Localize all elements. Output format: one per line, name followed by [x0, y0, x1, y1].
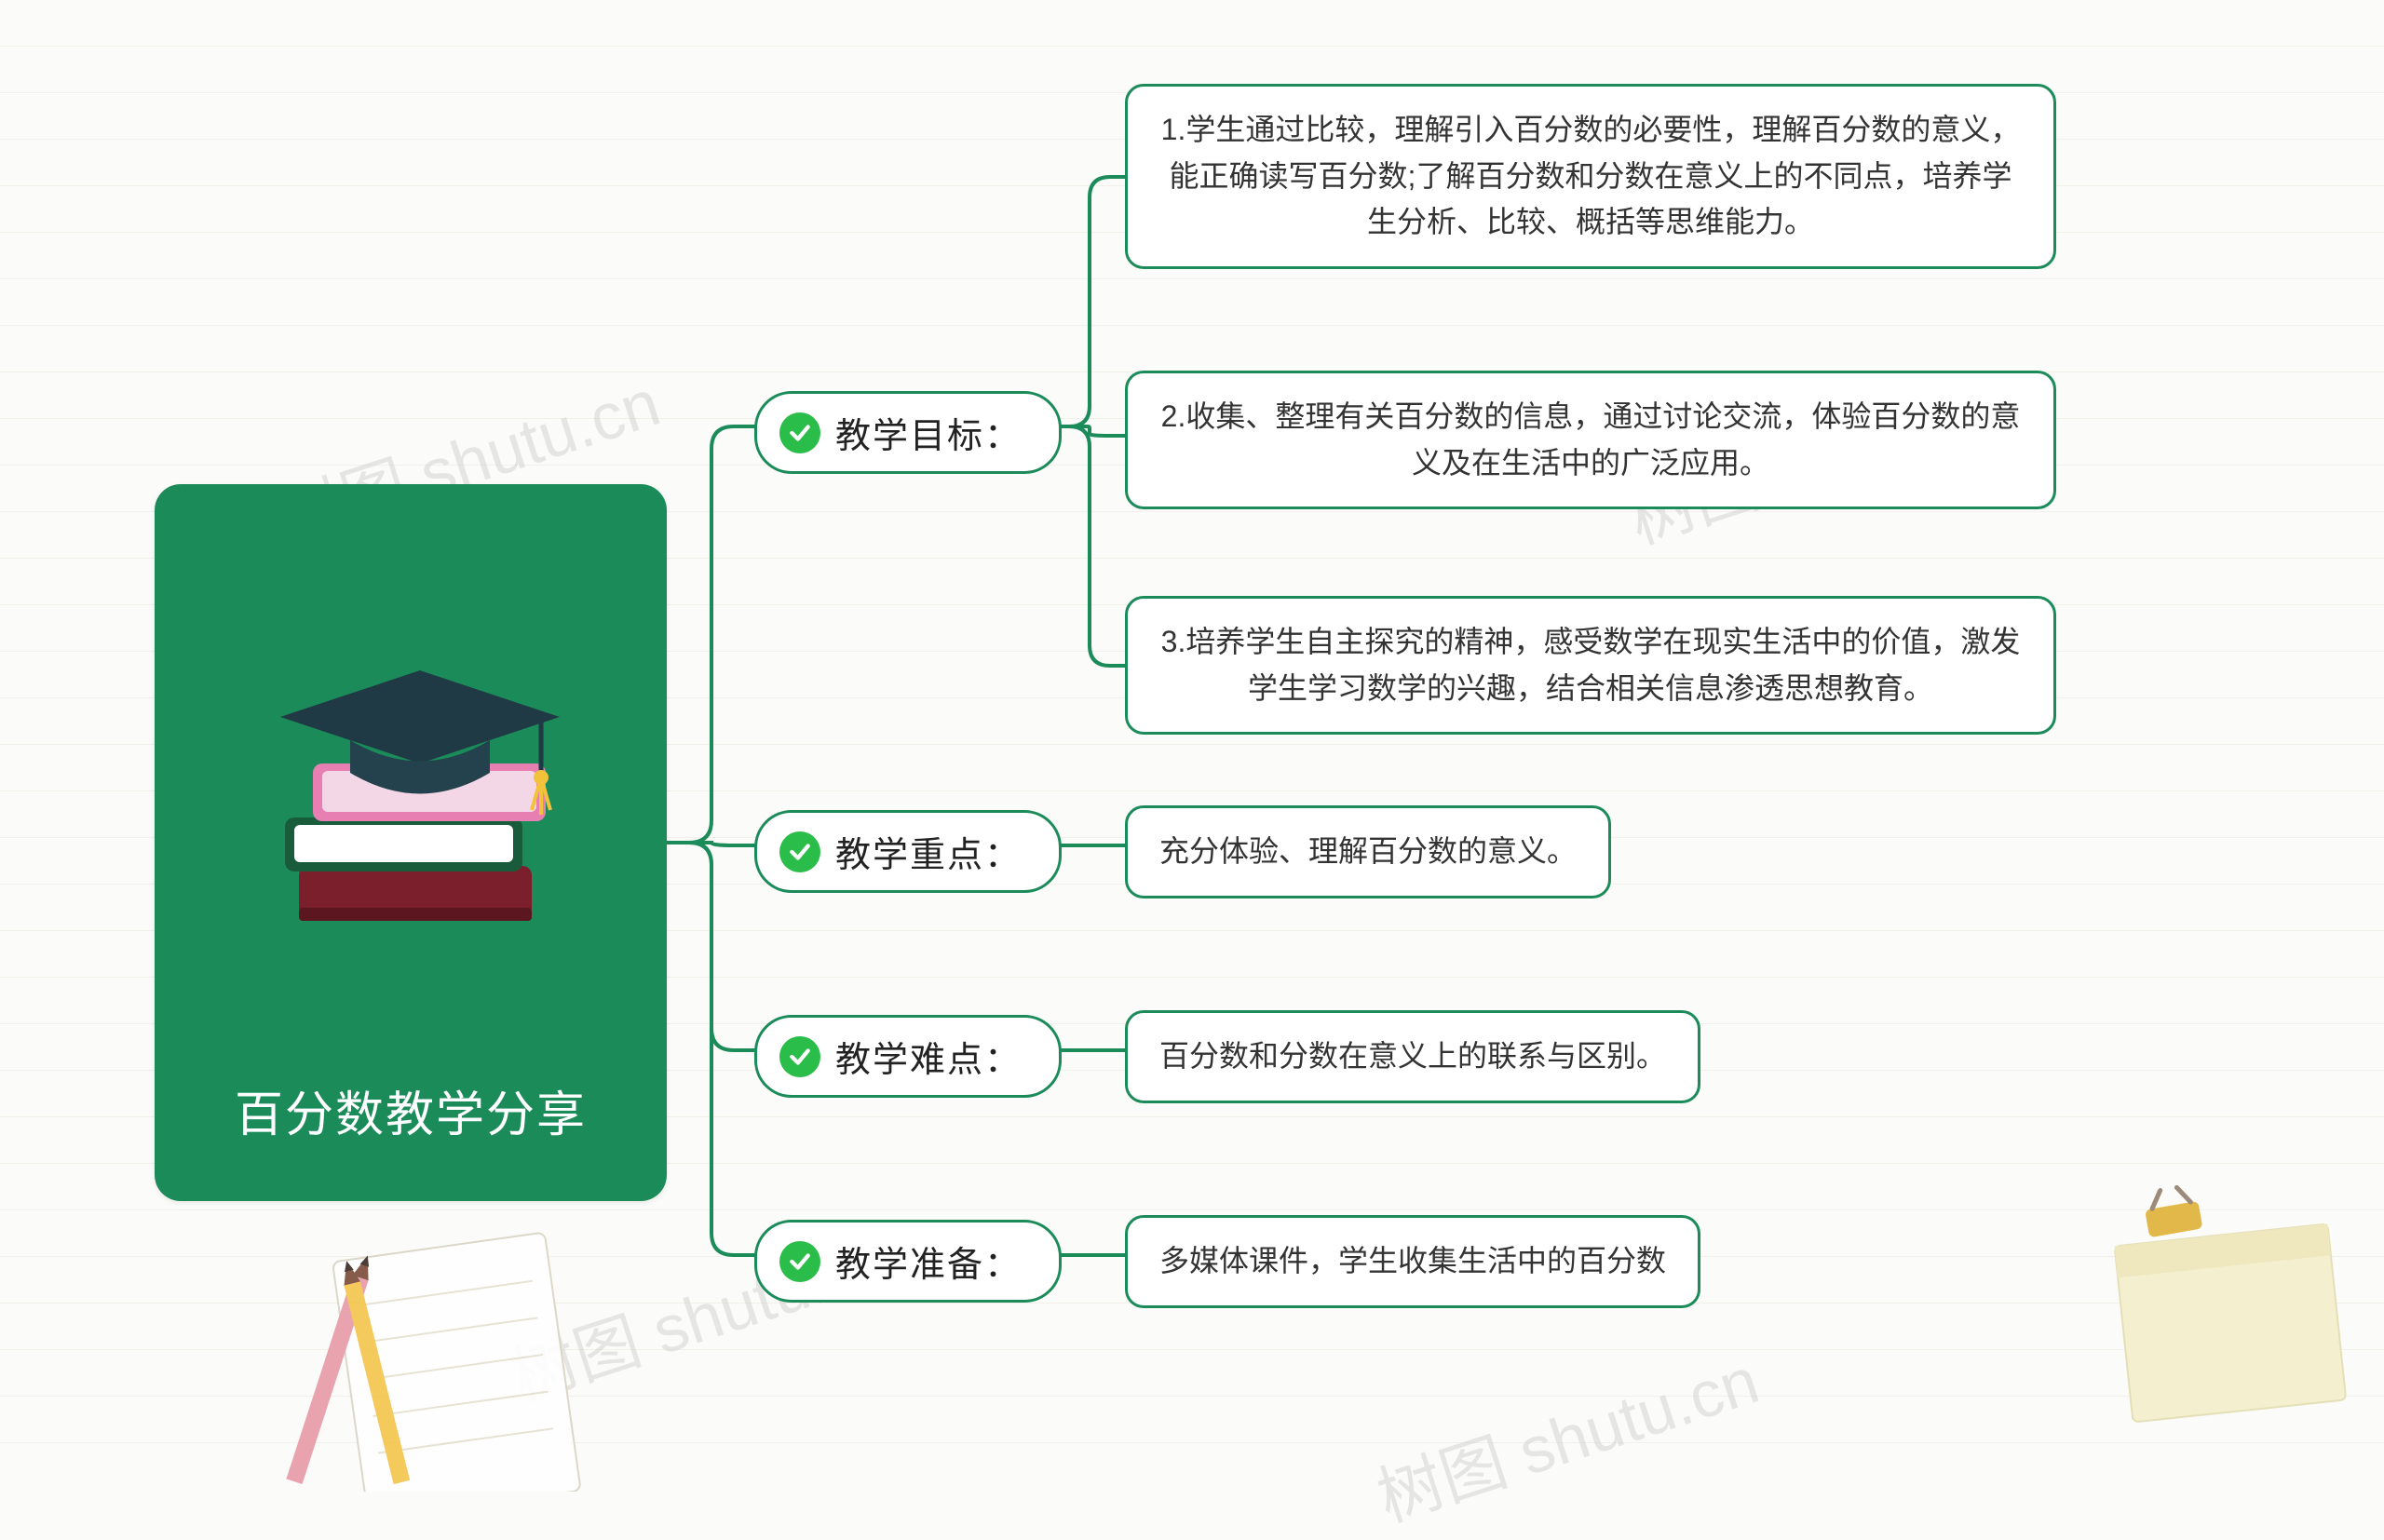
branch-label: 教学目标： [835, 407, 1022, 458]
branch-goal[interactable]: 教学目标： [754, 391, 1062, 474]
sticky-note-clip-decor-icon [2086, 1184, 2356, 1426]
leaf-goal-3[interactable]: 3.培养学生自主探究的精神，感受数学在现实生活中的价值，激发学生学习数学的兴趣，… [1125, 596, 2056, 735]
books-graduation-cap-icon [243, 587, 578, 940]
branch-label: 教学难点： [835, 1031, 1022, 1082]
leaf-prep-1[interactable]: 多媒体课件，学生收集生活中的百分数 [1125, 1215, 1700, 1308]
branch-prep[interactable]: 教学准备： [754, 1220, 1062, 1303]
check-circle-icon [779, 1241, 820, 1282]
leaf-difficulty-1[interactable]: 百分数和分数在意义上的联系与区别。 [1125, 1010, 1700, 1103]
branch-key[interactable]: 教学重点： [754, 810, 1062, 893]
leaf-key-1[interactable]: 充分体验、理解百分数的意义。 [1125, 805, 1611, 898]
branch-label: 教学重点： [835, 826, 1022, 877]
leaf-goal-2[interactable]: 2.收集、整理有关百分数的信息，通过讨论交流，体验百分数的意义及在生活中的广泛应… [1125, 371, 2056, 509]
root-node[interactable]: 百分数教学分享 [155, 484, 667, 1201]
branch-label: 教学准备： [835, 1236, 1022, 1287]
check-circle-icon [779, 412, 820, 453]
mindmap-stage: 百分数教学分享 教学目标： 1.学生通过比较，理解引入百分数的必要性，理解百分数… [0, 0, 2384, 1454]
branch-difficulty[interactable]: 教学难点： [754, 1015, 1062, 1098]
leaf-goal-1[interactable]: 1.学生通过比较，理解引入百分数的必要性，理解百分数的意义，能正确读写百分数;了… [1125, 84, 2056, 269]
check-circle-icon [779, 831, 820, 872]
notepad-pencils-decor-icon [233, 1194, 624, 1492]
check-circle-icon [779, 1036, 820, 1077]
root-title: 百分数教学分享 [235, 1075, 587, 1145]
